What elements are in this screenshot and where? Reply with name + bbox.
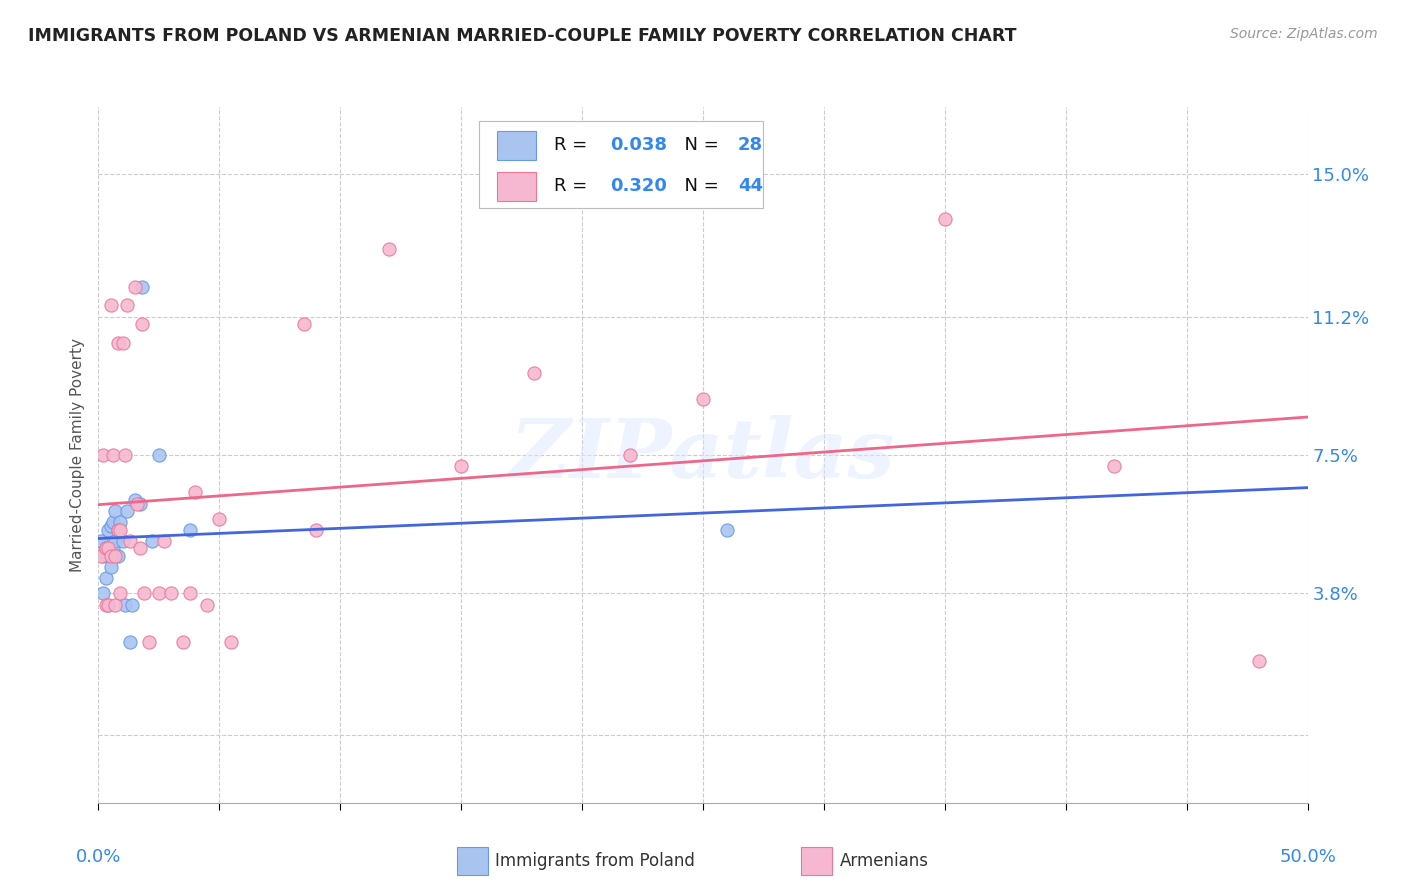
Point [100,560,122,574]
Text: Armenians: Armenians [839,852,928,870]
Point [94,541,117,556]
Text: 44: 44 [738,178,763,195]
Point [619,448,641,462]
Point [101,541,124,556]
Point [208,511,231,525]
Text: R =: R = [554,136,593,154]
Point [1102,459,1125,474]
Point [141,533,163,548]
Point [179,523,201,537]
Point [128,541,150,556]
Text: Source: ZipAtlas.com: Source: ZipAtlas.com [1230,27,1378,41]
Point [114,598,136,612]
Point [104,533,127,548]
Point [934,212,956,227]
Point [91,549,114,563]
Point [128,497,150,511]
Point [107,523,129,537]
Point [91,586,114,600]
Point [160,586,183,600]
Point [94,571,117,585]
Point [90,549,112,563]
Point [111,533,134,548]
Point [184,485,207,500]
Point [107,523,129,537]
Point [101,515,124,529]
FancyBboxPatch shape [498,171,536,201]
Point [104,598,127,612]
Point [107,549,129,563]
Point [94,598,117,612]
Text: R =: R = [554,178,593,195]
Point [716,523,738,537]
Text: 0.0%: 0.0% [76,847,121,866]
Point [97,523,120,537]
Text: N =: N = [673,178,724,195]
Point [104,504,127,518]
Point [292,317,315,331]
Point [1249,654,1271,668]
Point [90,533,112,548]
FancyBboxPatch shape [479,121,763,208]
Point [114,448,136,462]
Point [111,335,134,350]
Point [108,586,131,600]
Point [152,533,174,548]
FancyBboxPatch shape [457,847,488,875]
Text: ZIPatlas: ZIPatlas [510,415,896,495]
Point [118,533,141,548]
Point [127,497,149,511]
Text: 0.320: 0.320 [610,178,666,195]
Point [148,586,170,600]
Text: 0.038: 0.038 [610,136,666,154]
Point [108,523,131,537]
Point [450,459,472,474]
Point [523,366,546,380]
Point [305,523,328,537]
Point [97,598,120,612]
Point [100,519,122,533]
Point [94,541,117,556]
Point [108,515,131,529]
Point [104,549,127,563]
Text: 50.0%: 50.0% [1279,847,1336,866]
Point [124,492,146,507]
Point [221,635,243,649]
Point [117,504,139,518]
Text: N =: N = [673,136,724,154]
Point [134,586,156,600]
Text: Immigrants from Poland: Immigrants from Poland [495,852,695,870]
Point [195,598,218,612]
Y-axis label: Married-Couple Family Poverty: Married-Couple Family Poverty [70,338,86,572]
Point [131,279,153,293]
FancyBboxPatch shape [801,847,832,875]
Point [124,279,146,293]
Point [118,635,141,649]
FancyBboxPatch shape [498,131,536,160]
Point [148,448,170,462]
Point [131,317,153,331]
Text: 28: 28 [738,136,763,154]
Text: IMMIGRANTS FROM POLAND VS ARMENIAN MARRIED-COUPLE FAMILY POVERTY CORRELATION CHA: IMMIGRANTS FROM POLAND VS ARMENIAN MARRI… [28,27,1017,45]
Point [91,448,114,462]
Point [138,635,160,649]
Point [97,541,120,556]
Point [100,298,122,312]
Point [692,392,714,406]
Point [179,586,201,600]
Point [377,242,399,256]
Point [117,298,139,312]
Point [97,598,120,612]
Point [107,335,129,350]
Point [172,635,194,649]
Point [121,598,143,612]
Point [101,448,124,462]
Point [100,549,122,563]
